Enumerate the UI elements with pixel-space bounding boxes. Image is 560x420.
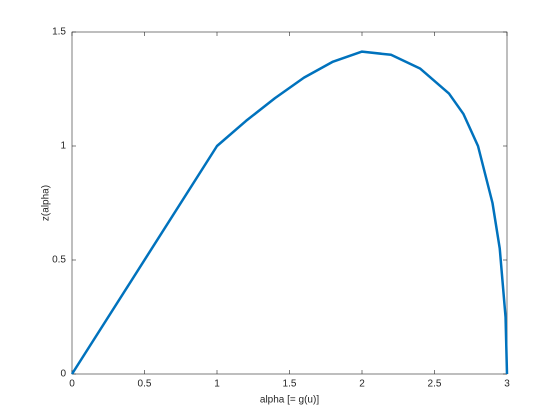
- x-tick-label: 2: [359, 379, 365, 390]
- plot-frame: [71, 31, 508, 375]
- data-line: [70, 50, 509, 375]
- x-tick-label: 2.5: [428, 379, 442, 390]
- y-tick-label: 1: [60, 141, 66, 152]
- x-tick-label: 1.5: [283, 379, 297, 390]
- y-axis-label: z(alpha): [41, 185, 52, 221]
- x-tick-label: 1: [214, 379, 220, 390]
- y-tick-label: 1.5: [52, 27, 66, 38]
- x-tick-label: 3: [504, 379, 510, 390]
- y-tick-label: 0: [60, 369, 66, 380]
- x-axis-label: alpha [= g(u)]: [260, 395, 319, 406]
- y-tick-label: 0.5: [52, 255, 66, 266]
- x-tick-label: 0.5: [138, 379, 152, 390]
- x-tick-label: 0: [69, 379, 75, 390]
